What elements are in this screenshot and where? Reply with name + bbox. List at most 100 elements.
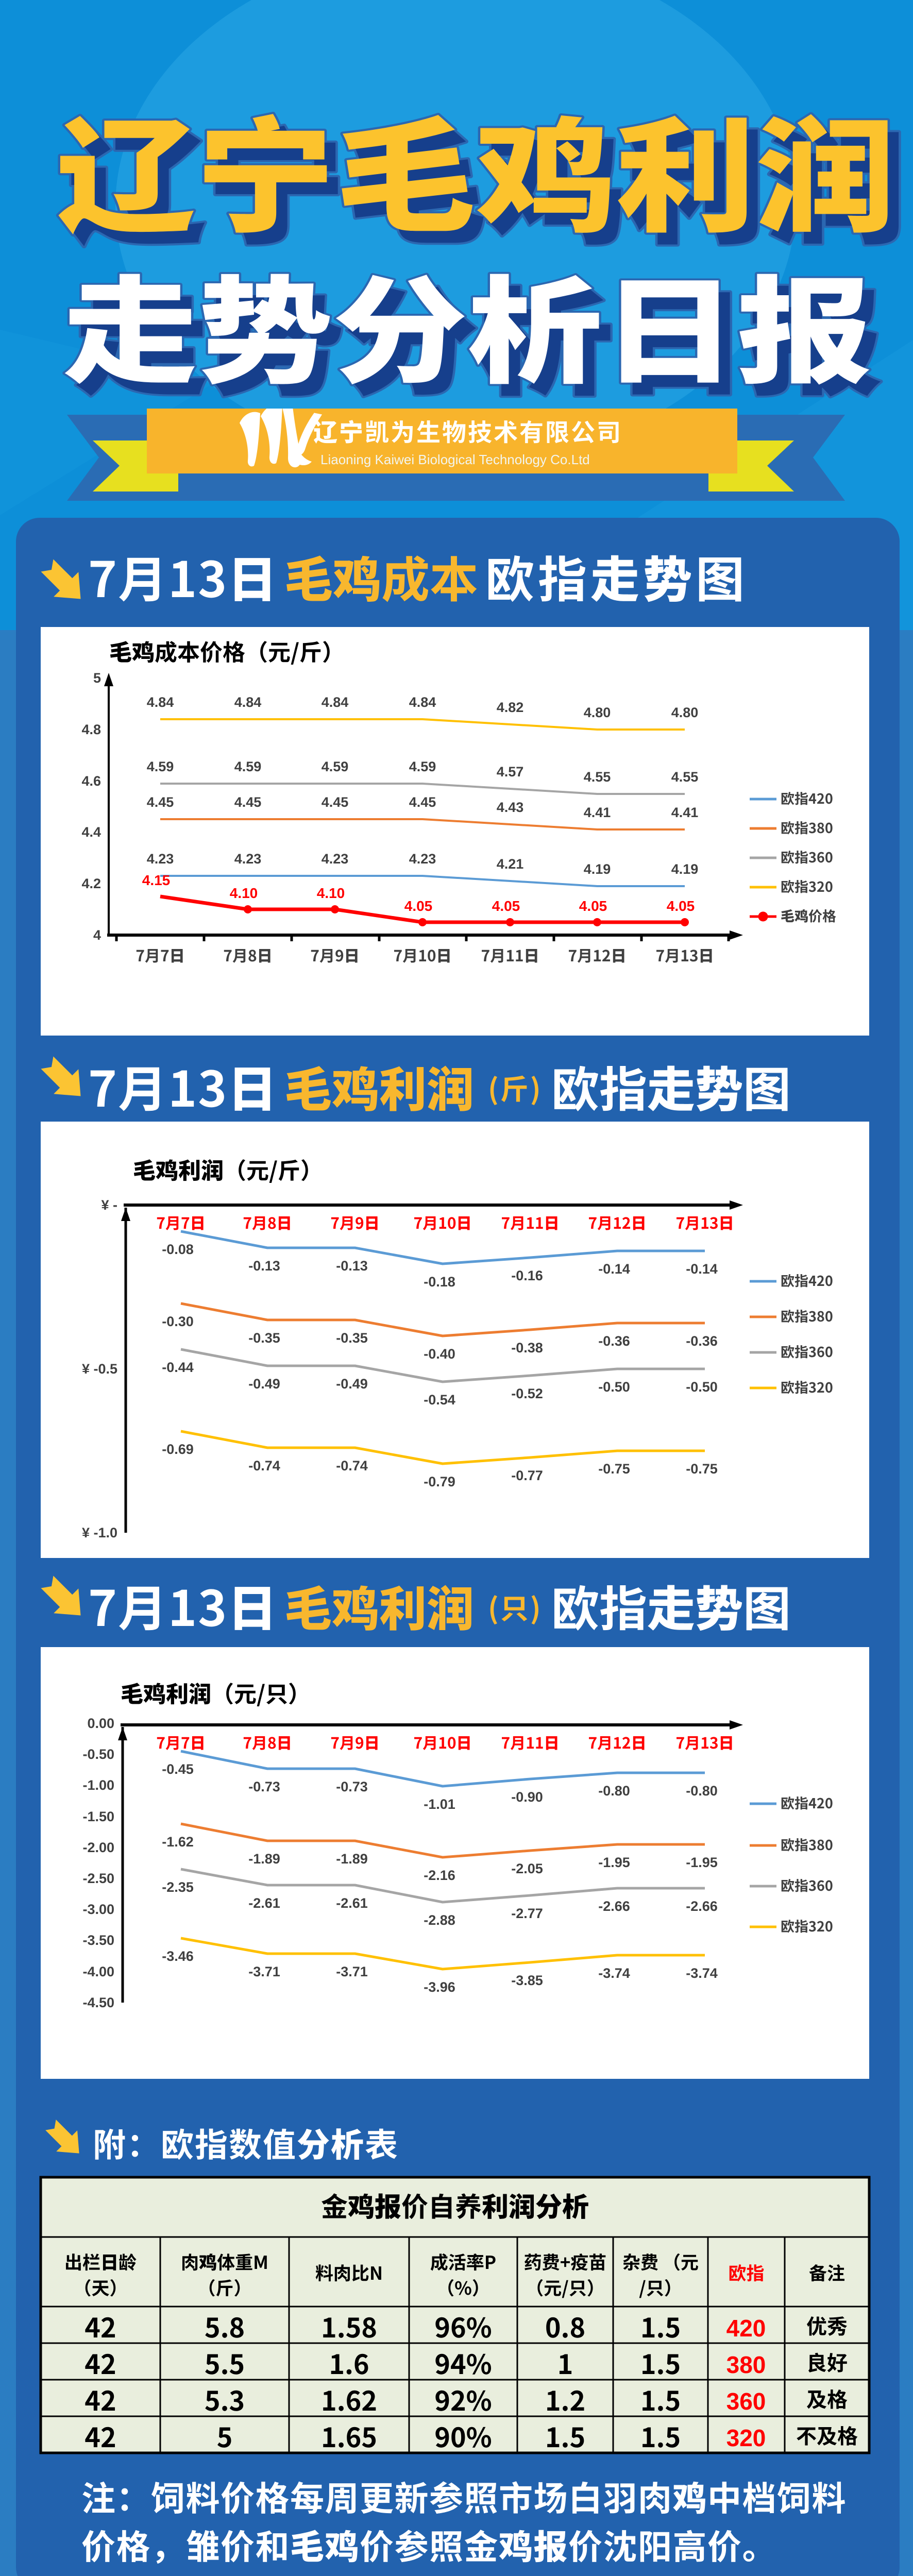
svg-text:4.41: 4.41: [584, 805, 611, 820]
svg-text:4.23: 4.23: [322, 851, 349, 867]
svg-text:-1.50: -1.50: [82, 1809, 114, 1824]
svg-text:320: 320: [726, 2425, 766, 2451]
svg-text:-3.74: -3.74: [686, 1965, 718, 1981]
svg-text:-0.36: -0.36: [598, 1333, 630, 1349]
svg-text:-2.16: -2.16: [424, 1868, 455, 1883]
svg-text:4.05: 4.05: [404, 898, 433, 914]
svg-text:-2.05: -2.05: [511, 1861, 543, 1876]
svg-text:4.84: 4.84: [322, 694, 349, 710]
svg-text:-0.13: -0.13: [336, 1258, 368, 1274]
svg-text:-0.77: -0.77: [511, 1468, 543, 1483]
svg-text:4.55: 4.55: [671, 769, 699, 785]
svg-text:4.80: 4.80: [584, 705, 611, 720]
svg-text:-3.85: -3.85: [511, 1973, 543, 1988]
svg-text:420: 420: [726, 2315, 766, 2342]
svg-text:-0.14: -0.14: [686, 1261, 718, 1277]
svg-text:4: 4: [93, 927, 101, 943]
svg-text:-0.16: -0.16: [511, 1268, 543, 1283]
svg-text:-2.88: -2.88: [424, 1912, 455, 1928]
svg-text:4.05: 4.05: [667, 898, 695, 914]
svg-text:-2.66: -2.66: [686, 1899, 718, 1914]
svg-text:4.45: 4.45: [322, 794, 349, 810]
svg-text:4.59: 4.59: [322, 759, 349, 774]
svg-text:-1.00: -1.00: [82, 1777, 114, 1793]
svg-text:4.84: 4.84: [234, 694, 262, 710]
svg-text:4.80: 4.80: [671, 705, 699, 720]
svg-text:4.84: 4.84: [147, 694, 174, 710]
svg-text:-0.80: -0.80: [598, 1783, 630, 1799]
svg-text:4.41: 4.41: [671, 805, 699, 820]
svg-text:-0.30: -0.30: [162, 1314, 194, 1329]
svg-text:4.43: 4.43: [497, 800, 524, 815]
svg-text:-0.08: -0.08: [162, 1242, 194, 1257]
svg-text:0.00: 0.00: [87, 1716, 114, 1731]
svg-text:¥ -: ¥ -: [101, 1197, 117, 1213]
svg-text:-0.14: -0.14: [598, 1261, 630, 1277]
svg-text:4.05: 4.05: [579, 898, 607, 914]
svg-text:-0.75: -0.75: [686, 1461, 718, 1477]
svg-text:-1.01: -1.01: [424, 1797, 455, 1812]
svg-text:4.2: 4.2: [81, 876, 101, 891]
svg-text:-3.96: -3.96: [424, 1979, 455, 1995]
svg-text:4.55: 4.55: [584, 769, 611, 785]
svg-text:-0.36: -0.36: [686, 1333, 718, 1349]
svg-text:4.45: 4.45: [147, 794, 174, 810]
svg-text:-0.73: -0.73: [336, 1779, 368, 1794]
svg-text:-0.13: -0.13: [248, 1258, 280, 1274]
svg-text:-3.74: -3.74: [598, 1965, 630, 1981]
svg-text:4.59: 4.59: [147, 759, 174, 774]
svg-text:-0.52: -0.52: [511, 1386, 543, 1401]
svg-text:-0.40: -0.40: [424, 1346, 455, 1362]
svg-text:-0.79: -0.79: [424, 1474, 455, 1489]
svg-text:4.57: 4.57: [497, 764, 524, 779]
svg-text:-2.35: -2.35: [162, 1879, 194, 1895]
svg-text:380: 380: [726, 2351, 766, 2378]
svg-text:-2.61: -2.61: [336, 1895, 368, 1911]
svg-text:-1.89: -1.89: [248, 1851, 280, 1867]
svg-text:¥ -1.0: ¥ -1.0: [82, 1525, 117, 1540]
svg-text:-0.35: -0.35: [336, 1330, 368, 1346]
svg-text:4.59: 4.59: [409, 759, 436, 774]
svg-text:-0.75: -0.75: [598, 1461, 630, 1477]
svg-text:4.82: 4.82: [497, 700, 524, 715]
svg-text:4.10: 4.10: [230, 885, 258, 901]
svg-text:-0.74: -0.74: [248, 1458, 280, 1473]
svg-text:-3.71: -3.71: [336, 1964, 368, 1979]
svg-text:-0.49: -0.49: [336, 1376, 368, 1392]
svg-text:4.84: 4.84: [409, 694, 436, 710]
svg-text:-1.62: -1.62: [162, 1834, 194, 1850]
svg-text:-0.54: -0.54: [424, 1392, 455, 1408]
svg-text:-0.50: -0.50: [686, 1379, 718, 1395]
svg-text:-0.74: -0.74: [336, 1458, 368, 1473]
svg-text:-4.00: -4.00: [82, 1964, 114, 1979]
svg-text:4.23: 4.23: [409, 851, 436, 867]
svg-text:-0.49: -0.49: [248, 1376, 280, 1392]
svg-text:-0.44: -0.44: [162, 1360, 194, 1375]
svg-text:4.45: 4.45: [234, 794, 262, 810]
svg-text:4.10: 4.10: [317, 885, 345, 901]
svg-text:-2.61: -2.61: [248, 1895, 280, 1911]
svg-text:4.19: 4.19: [584, 861, 611, 877]
svg-text:-0.45: -0.45: [162, 1761, 194, 1777]
svg-text:-3.71: -3.71: [248, 1964, 280, 1979]
svg-text:Liaoning Kaiwei Biological Tec: Liaoning Kaiwei Biological Technology Co…: [320, 452, 590, 467]
svg-text:360: 360: [726, 2388, 766, 2415]
svg-text:-2.77: -2.77: [511, 1906, 543, 1921]
svg-text:-1.95: -1.95: [686, 1855, 718, 1870]
svg-text:-3.46: -3.46: [162, 1948, 194, 1964]
svg-text:-1.95: -1.95: [598, 1855, 630, 1870]
svg-text:-3.00: -3.00: [82, 1902, 114, 1917]
svg-text:-1.89: -1.89: [336, 1851, 368, 1867]
svg-text:4.59: 4.59: [234, 759, 262, 774]
svg-text:-0.50: -0.50: [598, 1379, 630, 1395]
svg-text:-4.50: -4.50: [82, 1995, 114, 2010]
svg-text:-0.38: -0.38: [511, 1340, 543, 1355]
svg-text:-2.50: -2.50: [82, 1871, 114, 1886]
svg-text:-0.69: -0.69: [162, 1442, 194, 1457]
svg-text:¥ -0.5: ¥ -0.5: [82, 1361, 117, 1377]
svg-text:4.21: 4.21: [497, 856, 524, 872]
svg-text:4.19: 4.19: [671, 861, 699, 877]
svg-text:4.23: 4.23: [147, 851, 174, 867]
svg-text:4.23: 4.23: [234, 851, 262, 867]
svg-text:4.8: 4.8: [81, 722, 101, 737]
